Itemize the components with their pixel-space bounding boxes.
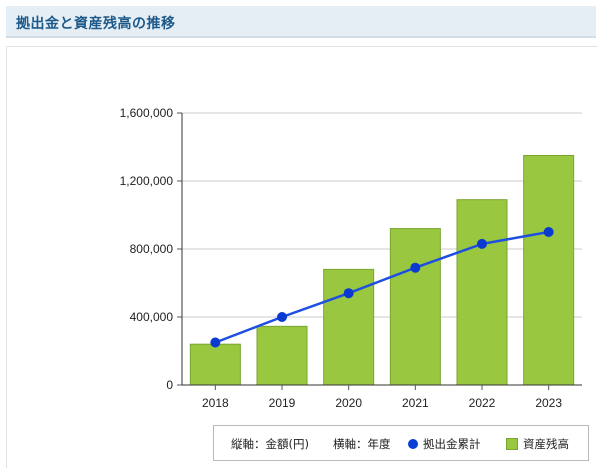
legend-contributions-label: 拠出金累計 xyxy=(423,437,481,451)
y-tick-label: 1,200,000 xyxy=(120,174,174,188)
y-tick-label: 800,000 xyxy=(130,242,174,256)
contributions-point xyxy=(343,288,354,299)
x-tick-label: 2022 xyxy=(469,396,496,410)
x-tick-label: 2019 xyxy=(269,396,296,410)
section-title: 拠出金と資産残高の推移 xyxy=(16,16,176,32)
y-tick-label: 0 xyxy=(166,378,173,392)
bar xyxy=(389,228,441,386)
y-tick-label: 400,000 xyxy=(130,310,174,324)
bar xyxy=(189,343,241,386)
section-header: 拠出金と資産残高の推移 xyxy=(6,6,596,38)
contributions-point xyxy=(277,312,287,322)
legend-balance-marker xyxy=(506,438,518,450)
y-tick-label: 1,600,000 xyxy=(120,106,174,120)
x-tick-label: 2020 xyxy=(335,396,362,410)
contributions-point xyxy=(210,337,221,348)
contributions-point xyxy=(543,227,554,237)
contributions-point xyxy=(410,262,421,273)
legend-contributions-marker xyxy=(408,439,418,449)
legend-vertical-axis-note: 縦軸：金額(円) xyxy=(231,437,309,451)
x-tick-label: 2023 xyxy=(535,396,562,410)
contributions-line xyxy=(214,230,549,344)
contributions-point xyxy=(477,238,487,249)
bar xyxy=(256,325,308,386)
legend-balance-label: 資産残高 xyxy=(523,437,569,451)
bar xyxy=(456,199,508,386)
legend-horizontal-axis-note: 横軸：年度 xyxy=(333,437,391,451)
x-tick-label: 2018 xyxy=(202,396,229,410)
chart: 0 400,000 800,000 1,200,000 1,600,000 2018 201… xyxy=(120,106,582,410)
chart-legend: 縦軸：金額(円) 横軸：年度 拠出金累計 資産残高 xyxy=(213,425,589,461)
x-tick-label: 2021 xyxy=(402,396,429,410)
bar xyxy=(523,155,575,386)
